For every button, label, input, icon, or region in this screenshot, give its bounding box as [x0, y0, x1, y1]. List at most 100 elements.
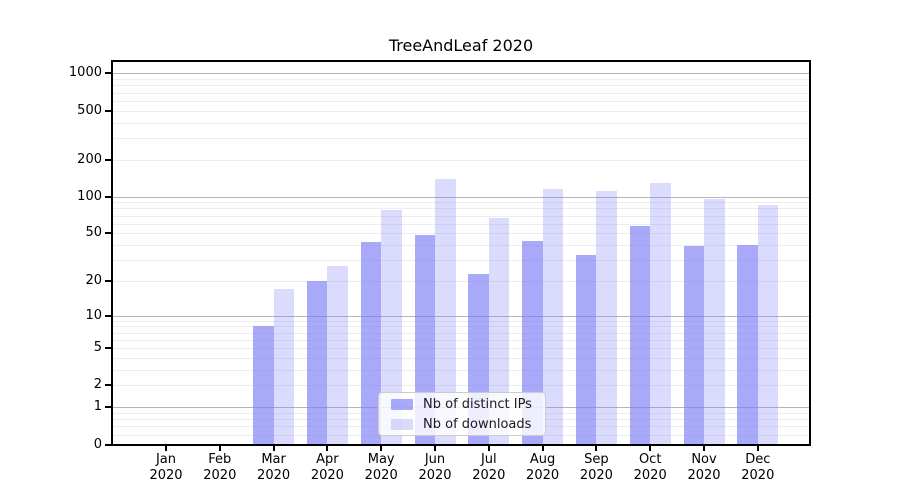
bar-downloads-oct	[650, 183, 671, 444]
gridline-major	[112, 73, 810, 75]
y-tick-mark	[105, 384, 111, 387]
y-tick-label: 50	[85, 225, 102, 241]
right-axis-line	[809, 60, 811, 446]
bar-distinct-ips-mar	[253, 326, 274, 444]
y-tick-label: 0	[93, 436, 102, 452]
gridline-minor	[112, 233, 810, 235]
bar-downloads-mar	[273, 289, 295, 444]
x-tick-mark	[756, 446, 759, 451]
x-tick-label: Dec 2020	[741, 452, 775, 483]
y-tick-label: 2	[93, 377, 102, 393]
y-tick-label: 20	[85, 272, 102, 288]
legend-swatch-downloads	[391, 418, 413, 430]
gridline-minor	[112, 385, 810, 387]
y-tick-label: 1000	[68, 65, 102, 81]
x-tick-label: Mar 2020	[257, 452, 291, 483]
gridline-minor	[112, 208, 810, 210]
bar-downloads-nov	[704, 199, 725, 444]
legend: Nb of distinct IPs Nb of downloads	[378, 392, 546, 436]
gridline-minor	[112, 122, 810, 124]
x-tick-label: Aug 2020	[526, 452, 560, 483]
gridline-minor	[112, 202, 810, 204]
gridline-minor	[112, 85, 810, 87]
x-tick-mark	[595, 446, 598, 451]
legend-swatch-distinct-ips	[391, 398, 413, 410]
y-tick-mark	[105, 314, 111, 317]
gridline-major	[112, 196, 810, 198]
gridline-minor	[112, 332, 810, 334]
y-tick-mark	[105, 109, 111, 112]
x-tick-mark	[434, 446, 436, 451]
x-tick-label: Oct 2020	[633, 452, 667, 483]
legend-label-downloads: Nb of downloads	[423, 416, 532, 432]
gridline-minor	[112, 280, 810, 282]
bar-downloads-jul	[488, 217, 510, 444]
gridline-minor	[112, 358, 810, 360]
gridline-minor	[112, 348, 810, 350]
gridline-minor	[112, 110, 810, 112]
x-tick-mark	[380, 446, 383, 451]
x-tick-mark	[272, 446, 275, 451]
x-tick-mark	[541, 446, 544, 451]
bar-distinct-ips-sep	[575, 255, 597, 444]
gridline-major	[112, 315, 810, 317]
y-tick-mark	[105, 72, 111, 75]
x-tick-label: Apr 2020	[310, 452, 344, 483]
bar-downloads-sep	[596, 190, 617, 444]
bar-downloads-aug	[542, 188, 564, 444]
y-tick-mark	[105, 443, 111, 446]
bar-distinct-ips-oct	[629, 226, 651, 444]
gridline-minor	[112, 326, 810, 328]
x-tick-mark	[165, 446, 167, 451]
y-axis-line	[111, 60, 113, 446]
x-tick-label: Sep 2020	[579, 452, 613, 483]
bar-downloads-may	[381, 209, 402, 444]
bar-distinct-ips-dec	[737, 245, 758, 444]
x-tick-label: Jun 2020	[418, 452, 452, 483]
x-tick-mark	[218, 446, 221, 451]
y-tick-label: 500	[77, 102, 102, 118]
x-tick-mark	[703, 446, 705, 451]
y-tick-label: 100	[77, 188, 102, 204]
bar-distinct-ips-may	[360, 242, 382, 444]
y-tick-mark	[105, 195, 111, 198]
x-tick-label: Feb 2020	[203, 452, 237, 483]
legend-row: Nb of downloads	[387, 417, 537, 432]
gridline-minor	[112, 79, 810, 81]
x-tick-label: Jul 2020	[472, 452, 506, 483]
gridline-minor	[112, 137, 810, 139]
plot-area	[112, 61, 810, 445]
gridline-minor	[112, 245, 810, 247]
top-axis-line	[111, 60, 811, 62]
gridline-minor	[112, 320, 810, 322]
y-tick-label: 10	[85, 307, 102, 323]
chart-title: TreeAndLeaf 2020	[388, 36, 534, 55]
gridline-minor	[112, 370, 810, 372]
x-tick-mark	[326, 446, 329, 451]
y-tick-label: 1	[93, 399, 102, 415]
x-tick-label: Nov 2020	[687, 452, 721, 483]
bar-distinct-ips-nov	[683, 246, 704, 444]
y-tick-mark	[105, 406, 111, 409]
x-tick-mark	[487, 446, 490, 451]
legend-label-distinct-ips: Nb of distinct IPs	[423, 396, 532, 412]
gridline-minor	[112, 260, 810, 262]
y-tick-label: 200	[77, 151, 102, 167]
y-tick-mark	[105, 279, 111, 282]
gridline-minor	[112, 339, 810, 341]
bar-distinct-ips-apr	[306, 280, 328, 444]
x-tick-mark	[649, 446, 652, 451]
gridline-minor	[112, 223, 810, 225]
bar-distinct-ips-jun	[414, 235, 435, 444]
x-tick-label: Jan 2020	[149, 452, 183, 483]
legend-row: Nb of distinct IPs	[387, 397, 537, 412]
y-tick-mark	[105, 347, 111, 350]
gridline-minor	[112, 92, 810, 94]
bar-downloads-dec	[757, 205, 779, 444]
x-tick-label: May 2020	[364, 452, 398, 483]
y-tick-mark	[105, 232, 111, 235]
y-tick-label: 5	[93, 340, 102, 356]
bar-downloads-jun	[435, 179, 456, 444]
y-tick-mark	[105, 158, 111, 161]
